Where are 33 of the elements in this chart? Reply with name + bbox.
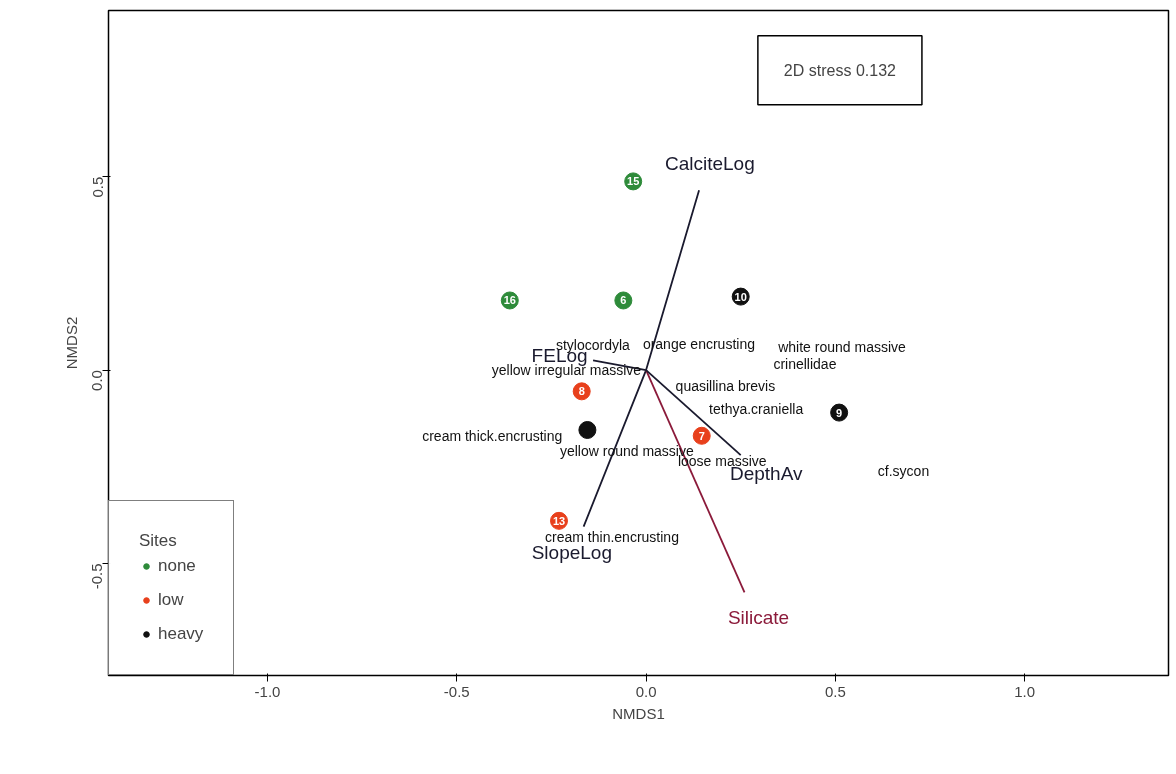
- legend-label: low: [158, 590, 184, 610]
- annotation: quasillina brevis: [675, 377, 776, 394]
- x-axis-title: NMDS1: [612, 704, 665, 722]
- annotation: 6: [620, 294, 627, 307]
- annotation: 2D stress 0.132: [783, 61, 897, 79]
- annotation: CalciteLog: [664, 153, 755, 175]
- annotation: 10: [734, 290, 747, 303]
- annotation: 8: [578, 385, 585, 398]
- x-tick-label: 0.0: [635, 682, 657, 700]
- y-tick-label: 0.5: [88, 176, 106, 198]
- annotation: crinellidae: [773, 356, 837, 373]
- legend-label: heavy: [158, 624, 204, 644]
- y-tick-label: 0.0: [88, 370, 106, 391]
- annotation: 9: [836, 406, 843, 419]
- legend-title: Sites: [139, 531, 178, 551]
- annotation: 15: [627, 175, 640, 188]
- legend-label: none: [158, 556, 196, 576]
- annotation: 7: [698, 429, 705, 442]
- annotation: cf.sycon: [877, 462, 930, 479]
- annotation: white round massive: [777, 338, 907, 355]
- annotation: cream thin.encrusting: [545, 528, 679, 545]
- annotation: SlopeLog: [531, 542, 612, 564]
- x-tick-label: 1.0: [1014, 682, 1036, 700]
- y-axis-title: NMDS2: [62, 316, 80, 370]
- annotation: 13: [552, 514, 566, 527]
- x-tick-label: -1.0: [254, 682, 281, 700]
- x-tick-label: -0.5: [443, 682, 470, 700]
- x-tick-label: 0.5: [824, 682, 846, 700]
- annotation: Silicate: [727, 607, 790, 629]
- annotation: cream thick.encrusting: [422, 428, 563, 445]
- y-tick-label: -0.5: [88, 563, 106, 590]
- annotation: tethya.craniella: [709, 400, 804, 417]
- annotation: 16: [503, 294, 516, 307]
